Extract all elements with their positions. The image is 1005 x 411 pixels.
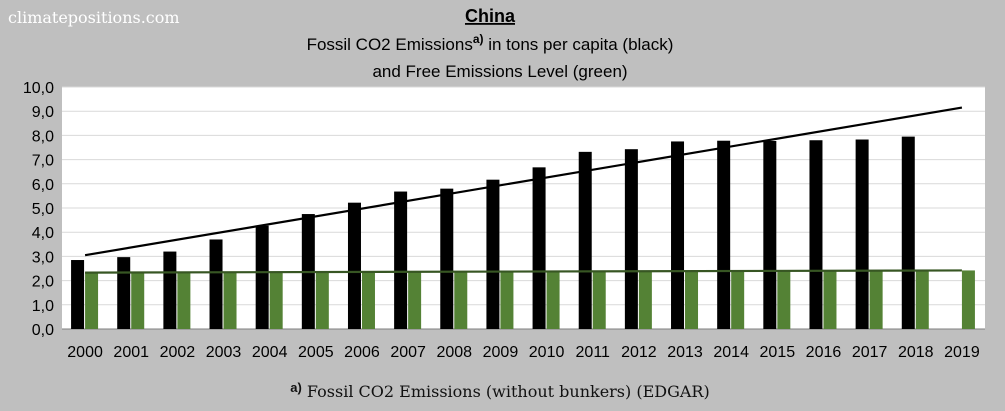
bar-emissions	[440, 188, 454, 329]
bar-free-level	[869, 270, 883, 329]
bar-emissions	[809, 140, 823, 329]
y-tick-label: 1,0	[32, 298, 54, 315]
x-tick-label: 2007	[390, 344, 426, 361]
x-tick-label: 2017	[852, 344, 888, 361]
bar-emissions	[671, 141, 685, 329]
bar-emissions	[855, 139, 869, 329]
bar-emissions	[163, 251, 177, 329]
bar-free-level	[408, 271, 422, 329]
x-tick-label: 2004	[252, 344, 288, 361]
y-tick-label: 8,0	[32, 128, 54, 145]
y-tick-label: 9,0	[32, 104, 54, 121]
x-tick-label: 2018	[898, 344, 934, 361]
bar-emissions	[71, 260, 85, 329]
emissions-trendline	[84, 106, 963, 257]
bar-free-level	[269, 271, 283, 329]
chart-title: China	[465, 6, 516, 26]
x-axis: 2000 2001 2002 2003 2004 2005 2006 2007 2008 2009…	[67, 344, 980, 361]
x-tick-label: 2005	[298, 344, 334, 361]
y-tick-label: 5,0	[32, 201, 54, 218]
site-label: climatepositions.com	[8, 8, 180, 27]
x-tick-label: 2000	[67, 344, 103, 361]
bar-free-level	[500, 271, 514, 329]
x-tick-label: 2001	[113, 344, 149, 361]
bar-emissions	[209, 239, 223, 329]
y-tick-label: 3,0	[32, 249, 54, 266]
subtitle-line1-rest: in tons per capita (black)	[484, 35, 674, 54]
chart-subtitle-line1: Fossil CO2 Emissionsa) in tons per capit…	[307, 32, 674, 54]
bar-emissions	[394, 191, 408, 329]
x-tick-label: 2011	[576, 344, 611, 361]
trend-lines	[84, 106, 963, 274]
free-level-line	[85, 269, 962, 274]
bar-emissions	[486, 179, 500, 329]
bar-emissions	[717, 140, 731, 329]
y-axis: 0,0 1,0 2,0 3,0 4,0 5,0 6,0 7,0 8,0 9,0 10,0	[23, 80, 54, 339]
bar-free-level	[223, 271, 237, 329]
bars	[71, 136, 975, 329]
x-tick-label: 2006	[344, 344, 380, 361]
y-tick-label: 4,0	[32, 225, 54, 242]
bar-free-level	[361, 271, 375, 329]
bar-free-level	[546, 271, 560, 329]
x-tick-label: 2015	[760, 344, 796, 361]
y-tick-label: 7,0	[32, 153, 54, 170]
bar-free-level	[131, 272, 145, 329]
x-tick-label: 2008	[436, 344, 472, 361]
bar-free-level	[454, 271, 468, 329]
bar-free-level	[592, 271, 606, 329]
x-tick-label: 2002	[160, 344, 196, 361]
bar-free-level	[777, 270, 791, 329]
y-tick-label: 0,0	[32, 322, 54, 339]
bar-free-level	[731, 270, 745, 329]
bar-free-level	[915, 270, 929, 329]
bar-emissions	[255, 225, 269, 329]
bar-emissions	[578, 151, 592, 329]
x-tick-label: 2016	[806, 344, 842, 361]
footnote: a) Fossil CO2 Emissions (without bunkers…	[290, 380, 709, 401]
x-tick-label: 2009	[483, 344, 519, 361]
bar-free-level	[961, 270, 975, 329]
bar-emissions	[347, 202, 361, 329]
bar-emissions	[763, 140, 777, 329]
y-tick-label: 10,0	[23, 80, 54, 97]
x-tick-label: 2014	[713, 344, 749, 361]
footnote-text: Fossil CO2 Emissions (without bunkers) (…	[302, 382, 710, 401]
bar-emissions	[901, 136, 915, 329]
subtitle-line1-main: Fossil CO2 Emissions	[307, 35, 473, 54]
x-tick-label: 2010	[529, 344, 565, 361]
x-tick-label: 2012	[621, 344, 657, 361]
y-tick-label: 2,0	[32, 274, 54, 291]
y-tick-label: 6,0	[32, 177, 54, 194]
bar-emissions	[117, 257, 131, 329]
bar-free-level	[638, 270, 652, 329]
subtitle-superscript: a)	[473, 32, 484, 46]
bar-emissions	[532, 167, 546, 329]
footnote-marker: a)	[290, 380, 302, 395]
chart-subtitle-line2: and Free Emissions Level (green)	[372, 62, 627, 81]
x-tick-label: 2013	[667, 344, 703, 361]
bar-free-level	[823, 270, 837, 329]
bar-free-level	[85, 272, 99, 329]
bar-free-level	[177, 272, 191, 329]
bar-free-level	[685, 270, 699, 329]
bar-free-level	[315, 271, 329, 329]
bar-emissions	[624, 149, 638, 329]
x-tick-label: 2019	[944, 344, 980, 361]
x-tick-label: 2003	[206, 344, 242, 361]
